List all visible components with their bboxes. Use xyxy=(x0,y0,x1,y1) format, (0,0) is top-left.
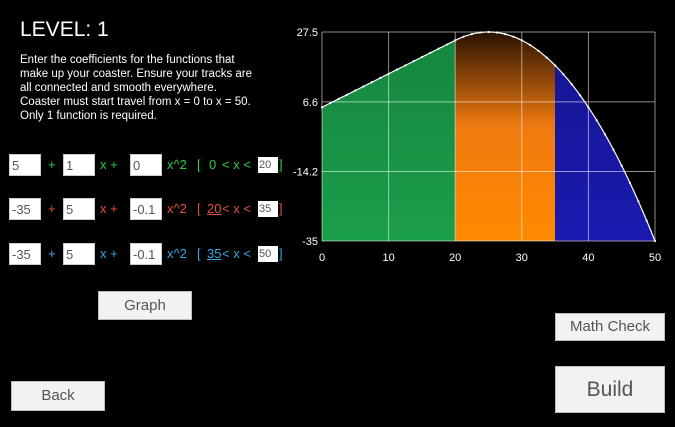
quadratic-coefficient-input-1[interactable]: 0 xyxy=(130,154,162,176)
constant-input-3[interactable]: -35 xyxy=(9,243,41,265)
track-point xyxy=(520,39,523,42)
graph-button[interactable]: Graph xyxy=(98,291,192,320)
x-tick-label: 10 xyxy=(382,252,394,264)
x-plus-label: x + xyxy=(100,246,118,261)
track-point xyxy=(445,43,448,46)
bracket-open-label: [ xyxy=(197,157,201,172)
x-plus-label: x + xyxy=(100,201,118,216)
track-point xyxy=(653,239,657,243)
plus-label: + xyxy=(48,201,56,216)
plus-label: + xyxy=(48,246,56,261)
upper-bound-input-2[interactable]: 35 xyxy=(258,201,278,217)
x-tick-label: 20 xyxy=(449,252,461,264)
lower-bound-2: 20 xyxy=(207,201,222,216)
track-point xyxy=(628,181,632,185)
linear-coefficient-input-2[interactable]: 5 xyxy=(63,198,95,220)
track-point xyxy=(320,106,324,109)
track-point xyxy=(637,200,640,203)
track-point xyxy=(529,43,532,47)
bracket-open-label: [ xyxy=(197,246,201,261)
linear-coefficient-input-3[interactable]: 5 xyxy=(63,243,95,265)
track-point xyxy=(620,164,623,167)
track-point xyxy=(645,219,648,222)
back-button[interactable]: Back xyxy=(11,381,105,411)
track-point xyxy=(412,60,415,63)
track-point xyxy=(429,51,432,55)
track-point xyxy=(545,56,548,59)
instruction-line: make up your coaster. Ensure your tracks… xyxy=(20,68,253,80)
track-point xyxy=(337,97,340,100)
track-point xyxy=(512,35,515,38)
x-plus-label: x + xyxy=(100,157,118,172)
level-title: LEVEL: 1 xyxy=(20,18,109,41)
upper-bound-input-3[interactable]: 50 xyxy=(258,246,278,262)
track-point xyxy=(395,68,399,71)
instruction-line: Coaster must start travel from x = 0 to … xyxy=(20,96,251,108)
linear-coefficient-input-1[interactable]: 1 xyxy=(63,154,95,176)
quadratic-coefficient-input-2[interactable]: -0.1 xyxy=(130,198,162,220)
less-than-x-label: < x < xyxy=(222,246,251,261)
segment-area xyxy=(455,32,556,242)
track-point xyxy=(612,148,615,151)
track-point xyxy=(379,76,382,80)
bracket-open-label: [ xyxy=(197,201,201,216)
y-tick-label: -35 xyxy=(302,236,318,248)
constant-input-2[interactable]: -35 xyxy=(9,198,41,220)
x-squared-label: x^2 xyxy=(167,201,187,216)
x-tick-label: 0 xyxy=(319,252,325,264)
track-point xyxy=(504,32,507,36)
instruction-line: Enter the coefficients for the functions… xyxy=(20,54,235,66)
track-point xyxy=(587,106,590,109)
track-point xyxy=(370,81,374,84)
track-point xyxy=(595,119,598,122)
track-point xyxy=(470,32,473,36)
track-point xyxy=(603,133,607,136)
track-point xyxy=(554,64,557,67)
track-point xyxy=(537,49,540,52)
track-point xyxy=(570,83,573,86)
x-squared-label: x^2 xyxy=(167,157,187,172)
instruction-line: all connected and smooth everywhere. xyxy=(20,82,217,94)
plus-label: + xyxy=(48,157,56,172)
y-tick-label: -14.2 xyxy=(293,166,318,178)
y-tick-label: 6.6 xyxy=(303,97,318,109)
track-point xyxy=(479,31,482,34)
x-tick-label: 50 xyxy=(649,252,661,264)
build-button[interactable]: Build xyxy=(555,366,665,413)
math-check-button[interactable]: Math Check xyxy=(555,313,665,341)
less-than-x-label: < x < xyxy=(222,157,251,172)
x-squared-label: x^2 xyxy=(167,246,187,261)
track-point xyxy=(495,31,498,34)
track-point xyxy=(487,30,490,34)
track-point xyxy=(362,85,365,88)
track-point xyxy=(578,94,582,97)
lower-bound-1: 0 xyxy=(209,157,217,172)
less-than-x-label: < x < xyxy=(222,201,251,216)
track-point xyxy=(562,73,565,76)
bracket-close-label: ] xyxy=(279,201,283,216)
track-point xyxy=(387,72,390,75)
x-tick-label: 30 xyxy=(516,252,528,264)
track-point xyxy=(420,55,423,59)
track-point xyxy=(454,39,457,42)
track-point xyxy=(437,47,440,50)
track-point xyxy=(345,93,349,96)
track-point xyxy=(354,89,357,92)
segment-area xyxy=(555,65,655,241)
track-point xyxy=(404,64,407,67)
upper-bound-input-1[interactable]: 20 xyxy=(258,157,278,173)
x-tick-label: 40 xyxy=(582,252,594,264)
track-point xyxy=(329,101,332,105)
bracket-close-label: ] xyxy=(279,246,283,261)
instruction-line: Only 1 function is required. xyxy=(20,110,157,122)
bracket-close-label: ] xyxy=(279,157,283,172)
track-point xyxy=(462,35,465,38)
quadratic-coefficient-input-3[interactable]: -0.1 xyxy=(130,243,162,265)
constant-input-1[interactable]: 5 xyxy=(9,154,41,176)
y-tick-label: 27.5 xyxy=(297,27,318,39)
lower-bound-3: 35 xyxy=(207,246,222,261)
